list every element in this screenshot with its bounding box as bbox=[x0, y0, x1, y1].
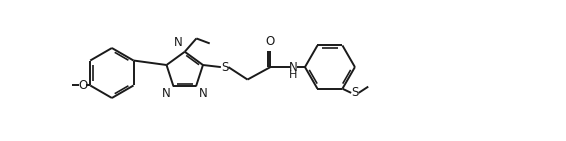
Text: O: O bbox=[78, 79, 87, 92]
Text: H: H bbox=[289, 70, 298, 80]
Text: N: N bbox=[162, 87, 171, 100]
Text: O: O bbox=[266, 35, 275, 48]
Text: N: N bbox=[289, 61, 298, 74]
Text: N: N bbox=[174, 36, 182, 49]
Text: S: S bbox=[221, 61, 228, 74]
Text: S: S bbox=[351, 86, 359, 99]
Text: N: N bbox=[199, 87, 207, 100]
